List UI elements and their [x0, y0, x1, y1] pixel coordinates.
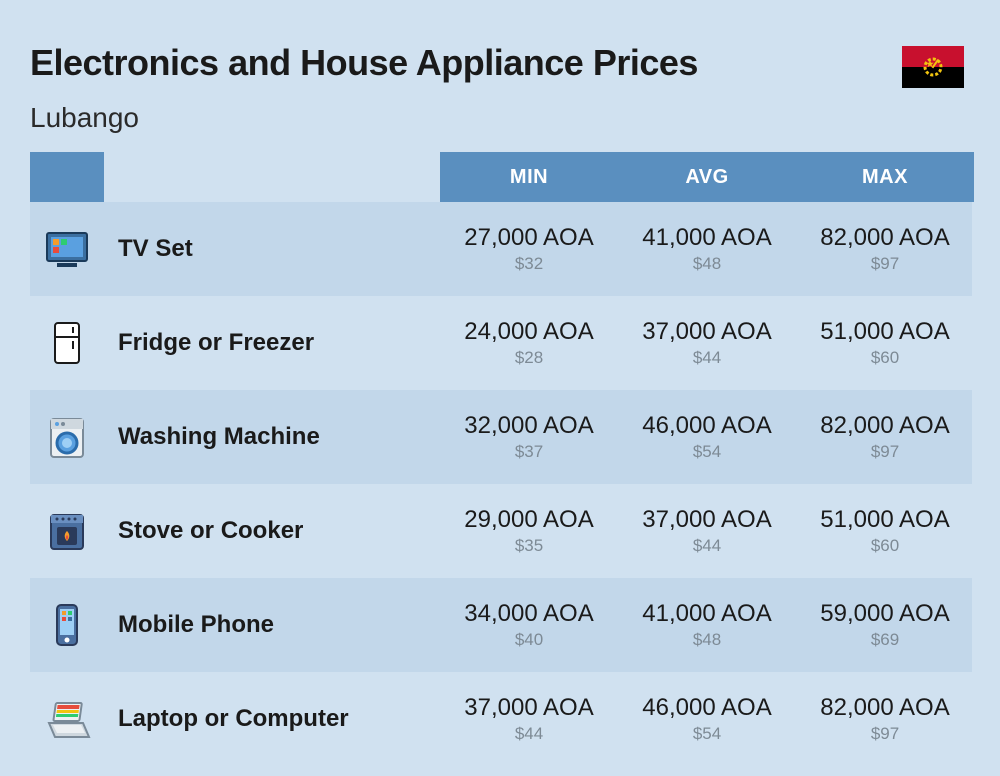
min-price-usd: $35 [515, 536, 543, 556]
avg-price: 46,000 AOA [642, 412, 771, 440]
cell-name: Washing Machine [104, 390, 440, 484]
cell-icon [30, 578, 104, 672]
col-header-min: MIN [440, 152, 618, 202]
page-subtitle: Lubango [30, 102, 698, 134]
cell-icon [30, 202, 104, 296]
cell-max: 82,000 AOA$97 [796, 672, 974, 766]
avg-price: 37,000 AOA [642, 506, 771, 534]
cell-icon [30, 296, 104, 390]
min-price-usd: $40 [515, 630, 543, 650]
cell-max: 51,000 AOA$60 [796, 484, 974, 578]
avg-price-usd: $54 [693, 724, 721, 744]
avg-price-usd: $48 [693, 630, 721, 650]
cell-avg: 41,000 AOA$48 [618, 202, 796, 296]
fridge-icon [43, 319, 91, 367]
item-name: Laptop or Computer [118, 705, 349, 733]
max-price: 51,000 AOA [820, 506, 949, 534]
min-price-usd: $37 [515, 442, 543, 462]
item-name: Washing Machine [118, 423, 320, 451]
cell-icon [30, 672, 104, 766]
cell-name: Mobile Phone [104, 578, 440, 672]
phone-icon [43, 601, 91, 649]
page-title: Electronics and House Appliance Prices [30, 42, 698, 84]
item-name: Fridge or Freezer [118, 329, 314, 357]
avg-price: 46,000 AOA [642, 694, 771, 722]
col-header-avg: AVG [618, 152, 796, 202]
avg-price-usd: $44 [693, 348, 721, 368]
col-header-max: MAX [796, 152, 974, 202]
cell-min: 24,000 AOA$28 [440, 296, 618, 390]
cell-max: 82,000 AOA$97 [796, 202, 974, 296]
avg-price-usd: $44 [693, 536, 721, 556]
max-price-usd: $97 [871, 724, 899, 744]
max-price: 51,000 AOA [820, 318, 949, 346]
max-price-usd: $60 [871, 536, 899, 556]
cell-avg: 41,000 AOA$48 [618, 578, 796, 672]
cell-min: 29,000 AOA$35 [440, 484, 618, 578]
table-row: Mobile Phone34,000 AOA$4041,000 AOA$4859… [30, 578, 972, 672]
cell-min: 37,000 AOA$44 [440, 672, 618, 766]
tv-icon [43, 225, 91, 273]
min-price-usd: $32 [515, 254, 543, 274]
cell-name: TV Set [104, 202, 440, 296]
avg-price: 37,000 AOA [642, 318, 771, 346]
min-price: 27,000 AOA [464, 224, 593, 252]
cell-icon [30, 484, 104, 578]
table-row: Washing Machine32,000 AOA$3746,000 AOA$5… [30, 390, 972, 484]
laptop-icon [43, 695, 91, 743]
item-name: TV Set [118, 235, 193, 263]
min-price: 24,000 AOA [464, 318, 593, 346]
max-price-usd: $97 [871, 254, 899, 274]
avg-price: 41,000 AOA [642, 224, 771, 252]
min-price: 32,000 AOA [464, 412, 593, 440]
cell-max: 51,000 AOA$60 [796, 296, 974, 390]
max-price: 82,000 AOA [820, 694, 949, 722]
min-price: 37,000 AOA [464, 694, 593, 722]
min-price: 29,000 AOA [464, 506, 593, 534]
cell-min: 34,000 AOA$40 [440, 578, 618, 672]
table-row: Laptop or Computer37,000 AOA$4446,000 AO… [30, 672, 972, 766]
cell-name: Stove or Cooker [104, 484, 440, 578]
table-row: Fridge or Freezer24,000 AOA$2837,000 AOA… [30, 296, 972, 390]
max-price-usd: $97 [871, 442, 899, 462]
item-name: Mobile Phone [118, 611, 274, 639]
cell-avg: 46,000 AOA$54 [618, 672, 796, 766]
table-header: MIN AVG MAX [30, 152, 972, 202]
col-header-name [104, 152, 440, 202]
min-price-usd: $44 [515, 724, 543, 744]
avg-price-usd: $48 [693, 254, 721, 274]
avg-price: 41,000 AOA [642, 600, 771, 628]
cell-max: 59,000 AOA$69 [796, 578, 974, 672]
stove-icon [43, 507, 91, 555]
col-header-icon [30, 152, 104, 202]
cell-max: 82,000 AOA$97 [796, 390, 974, 484]
flag-angola [902, 46, 964, 88]
price-table: MIN AVG MAX TV Set27,000 AOA$3241,000 AO… [30, 152, 972, 766]
cell-name: Laptop or Computer [104, 672, 440, 766]
item-name: Stove or Cooker [118, 517, 303, 545]
table-row: TV Set27,000 AOA$3241,000 AOA$4882,000 A… [30, 202, 972, 296]
cell-avg: 37,000 AOA$44 [618, 296, 796, 390]
cell-avg: 37,000 AOA$44 [618, 484, 796, 578]
washer-icon [43, 413, 91, 461]
max-price-usd: $60 [871, 348, 899, 368]
table-row: Stove or Cooker29,000 AOA$3537,000 AOA$4… [30, 484, 972, 578]
cell-avg: 46,000 AOA$54 [618, 390, 796, 484]
max-price: 59,000 AOA [820, 600, 949, 628]
min-price: 34,000 AOA [464, 600, 593, 628]
cell-icon [30, 390, 104, 484]
min-price-usd: $28 [515, 348, 543, 368]
max-price-usd: $69 [871, 630, 899, 650]
cell-min: 27,000 AOA$32 [440, 202, 618, 296]
max-price: 82,000 AOA [820, 412, 949, 440]
avg-price-usd: $54 [693, 442, 721, 462]
max-price: 82,000 AOA [820, 224, 949, 252]
cell-name: Fridge or Freezer [104, 296, 440, 390]
cell-min: 32,000 AOA$37 [440, 390, 618, 484]
